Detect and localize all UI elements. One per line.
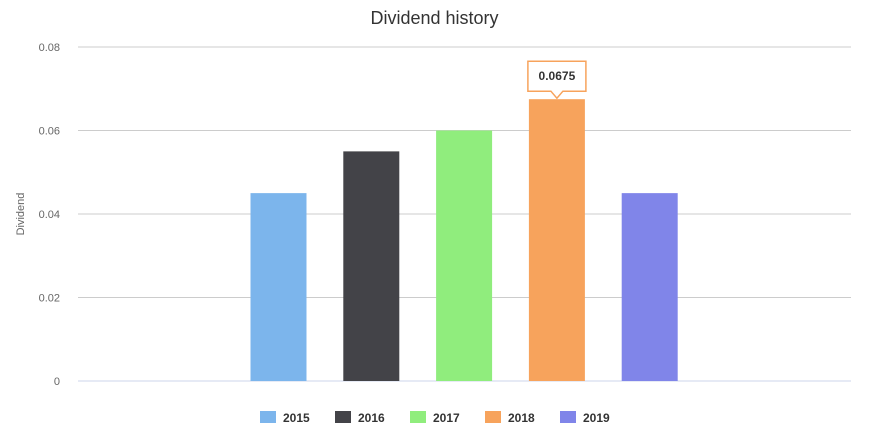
legend-swatch: [335, 411, 351, 423]
y-tick-label: 0.04: [39, 209, 60, 221]
legend-swatch: [560, 411, 576, 423]
legend-label: 2019: [583, 411, 610, 425]
legend-item-2015[interactable]: 2015: [260, 411, 310, 425]
legend-label: 2017: [433, 411, 460, 425]
legend-swatch: [485, 411, 501, 423]
legend: 2015 2016 2017 2018 2019: [260, 411, 610, 425]
legend-item-2017[interactable]: 2017: [410, 411, 460, 425]
y-tick-label: 0: [54, 376, 60, 388]
bar-2016[interactable]: [343, 151, 400, 381]
legend-item-2019[interactable]: 2019: [560, 411, 610, 425]
bar-2017[interactable]: [436, 130, 493, 382]
legend-label: 2016: [358, 411, 385, 425]
y-tick-label: 0.06: [39, 126, 60, 138]
legend-item-2018[interactable]: 2018: [485, 411, 535, 425]
bar-2018[interactable]: [528, 99, 585, 381]
legend-swatch: [260, 411, 276, 423]
legend-label: 2015: [283, 411, 310, 425]
tooltip-box: [527, 60, 587, 100]
chart-title: Dividend history: [370, 8, 499, 28]
tooltip-value: 0.0675: [539, 69, 576, 83]
y-axis-ticks: 0 0.02 0.04 0.06 0.08: [39, 42, 60, 388]
y-axis-label: Dividend: [15, 193, 27, 236]
legend-label: 2018: [508, 411, 535, 425]
y-tick-label: 0.02: [39, 293, 60, 305]
tooltip: 0.0675: [527, 60, 587, 100]
y-tick-label: 0.08: [39, 42, 60, 54]
legend-swatch: [410, 411, 426, 423]
bar-2015[interactable]: [250, 193, 307, 381]
legend-item-2016[interactable]: 2016: [335, 411, 385, 425]
bar-2019[interactable]: [621, 193, 678, 381]
bars: [250, 99, 678, 382]
